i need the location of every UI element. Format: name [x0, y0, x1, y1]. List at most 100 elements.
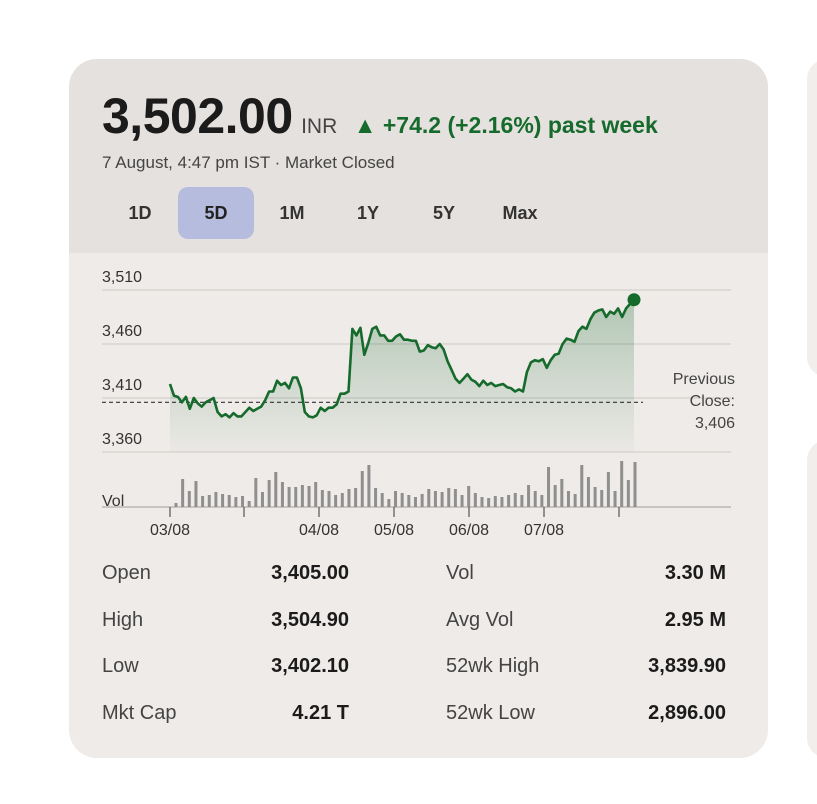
volume-bar — [181, 479, 185, 507]
volume-bar — [221, 494, 225, 507]
volume-bar — [513, 493, 517, 507]
volume-bar — [214, 492, 218, 507]
volume-bar — [380, 493, 384, 507]
volume-bar — [374, 488, 378, 507]
volume-bar — [267, 480, 271, 507]
adjacent-card-bottom — [807, 440, 817, 758]
volume-bar — [433, 491, 437, 507]
volume-bar — [520, 495, 524, 507]
stat-value-avg-vol: 2.95 M — [664, 608, 726, 631]
volume-bar — [626, 480, 630, 507]
volume-bar — [360, 471, 364, 507]
volume-bar — [427, 489, 431, 507]
y-tick-label: 3,460 — [102, 323, 142, 340]
volume-bar — [573, 494, 577, 507]
volume-bar — [260, 492, 264, 507]
stat-label-low: Low — [102, 655, 139, 677]
volume-bar — [394, 491, 398, 507]
stat-label-open: Open — [102, 562, 151, 584]
stat-label-mkt-cap: Mkt Cap — [102, 701, 177, 724]
stat-row: Open 3,405.00 Vol 3.30 M — [102, 552, 726, 599]
stat-label-avg-vol: Avg Vol — [446, 608, 514, 631]
volume-bar — [347, 489, 351, 507]
stat-value-52wk-high: 3,839.90 — [648, 655, 726, 677]
volume-bar — [440, 492, 444, 507]
volume-bar — [613, 491, 617, 507]
x-tick-label: 05/08 — [374, 522, 414, 539]
volume-bar — [294, 487, 298, 507]
volume-bar — [340, 493, 344, 507]
price-row: 3,502.00 INR ▲ +74.2 (+2.16%) past week — [102, 87, 658, 145]
volume-bar — [473, 493, 477, 507]
stat-value-vol: 3.30 M — [664, 562, 726, 584]
volume-bar — [413, 497, 417, 507]
volume-bar — [593, 487, 597, 507]
volume-bar — [400, 493, 404, 507]
stat-label-high: High — [102, 608, 144, 631]
price-line — [168, 298, 635, 419]
volume-bar — [367, 465, 371, 507]
volume-bar — [327, 491, 331, 507]
quote-header: 3,502.00 INR ▲ +74.2 (+2.16%) past week … — [69, 59, 768, 253]
range-tab-1y[interactable]: 1Y — [356, 203, 380, 223]
key-stats: Open 3,405.00 Vol 3.30 M High 3,504.90 A… — [102, 552, 726, 738]
volume-bar — [547, 467, 551, 507]
volume-bar — [493, 496, 497, 507]
previous-close-label: Previous — [673, 371, 735, 388]
x-tick-label: 06/08 — [449, 522, 489, 539]
volume-bar — [540, 495, 544, 507]
quote-card: 3,502.00 INR ▲ +74.2 (+2.16%) past week … — [69, 59, 768, 758]
volume-bar — [447, 488, 451, 507]
range-tab-5y[interactable]: 5Y — [432, 203, 456, 223]
volume-bar — [280, 482, 284, 507]
stat-value-open: 3,405.00 — [271, 562, 349, 584]
volume-bar — [300, 485, 304, 507]
volume-bar — [274, 472, 278, 507]
volume-bar — [533, 491, 537, 507]
stat-row: High 3,504.90 Avg Vol 2.95 M — [102, 599, 726, 646]
price-area — [170, 299, 634, 452]
range-tab-max[interactable]: Max — [502, 203, 538, 223]
last-price-point — [627, 293, 641, 307]
previous-close-label: 3,406 — [695, 415, 735, 432]
volume-bar — [620, 461, 624, 507]
volume-bar — [307, 486, 311, 507]
range-tab-1m[interactable]: 1M — [279, 203, 305, 223]
volume-bar — [580, 465, 584, 507]
volume-bar — [453, 489, 457, 507]
stat-label-vol: Vol — [446, 562, 474, 584]
volume-bar — [600, 490, 604, 507]
volume-bar — [187, 491, 191, 507]
range-tab-1d[interactable]: 1D — [128, 203, 152, 223]
y-tick-label: 3,410 — [102, 377, 142, 394]
stat-row: Low 3,402.10 52wk High 3,839.90 — [102, 645, 726, 692]
volume-bar — [560, 479, 564, 507]
y-tick-label: 3,360 — [102, 431, 142, 448]
x-tick-label: 07/08 — [524, 522, 564, 539]
volume-bar — [553, 485, 557, 507]
range-tab-5d[interactable]: 5D — [178, 187, 254, 239]
volume-bar — [467, 486, 471, 507]
x-tick-label: 04/08 — [299, 522, 339, 539]
volume-bar — [314, 482, 318, 507]
stat-label-52wk-low: 52wk Low — [446, 701, 535, 724]
volume-bar — [586, 477, 590, 507]
volume-bar — [287, 487, 291, 507]
volume-bar — [334, 495, 338, 507]
volume-bar — [207, 495, 211, 507]
volume-bar — [194, 481, 198, 507]
y-tick-label: 3,510 — [102, 269, 142, 286]
price-change: ▲ +74.2 (+2.16%) past week — [353, 112, 658, 138]
volume-bar — [407, 495, 411, 507]
volume-bar — [460, 495, 464, 507]
stat-label-52wk-high: 52wk High — [446, 655, 540, 677]
stat-row: Mkt Cap 4.21 T 52wk Low 2,896.00 — [102, 692, 726, 739]
volume-bar — [241, 496, 245, 507]
volume-bar — [566, 491, 570, 507]
volume-bar — [507, 495, 511, 507]
volume-bar — [527, 485, 531, 507]
volume-bar — [320, 490, 324, 507]
volume-bar — [633, 462, 637, 507]
volume-bar — [354, 488, 358, 507]
previous-close-label: Close: — [690, 393, 735, 410]
